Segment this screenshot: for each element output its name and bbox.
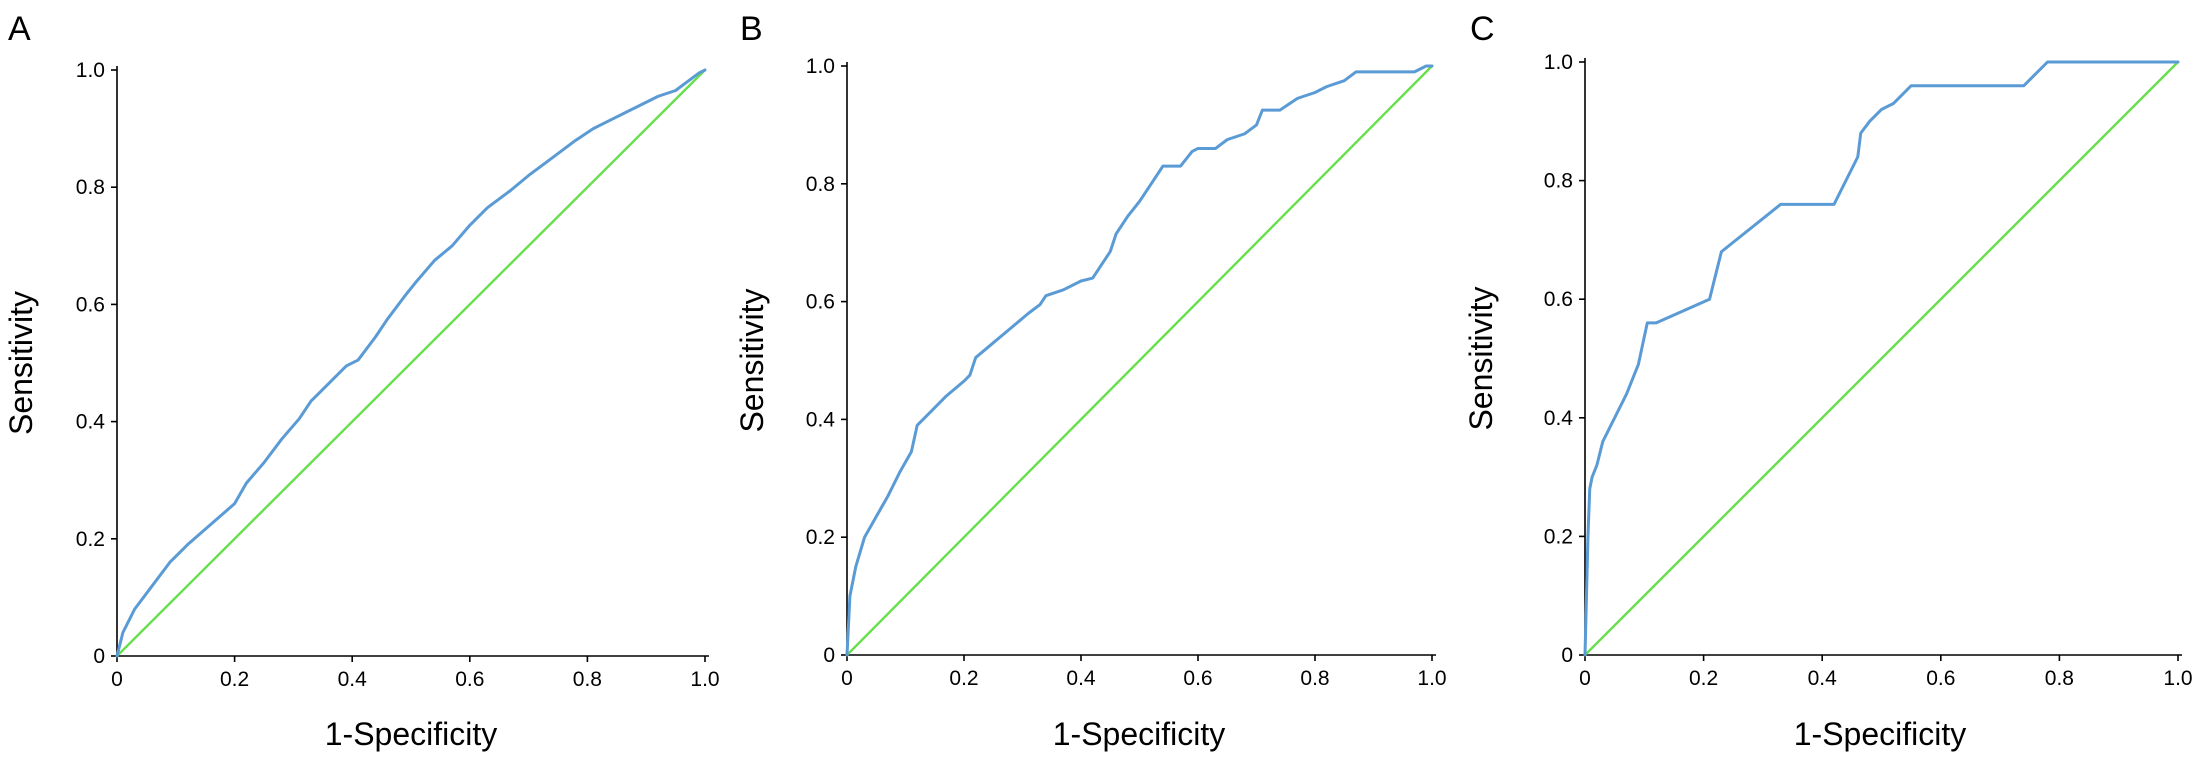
y-tick-label: 0.8 xyxy=(76,176,105,199)
y-tick-label: 0.8 xyxy=(1544,170,1573,193)
panel-label: A xyxy=(8,10,31,48)
x-tick-label: 0 xyxy=(111,668,123,691)
x-tick-label: 0.4 xyxy=(338,668,368,691)
roc-curve-line xyxy=(845,64,1434,657)
x-tick-label: 0.6 xyxy=(1183,667,1212,690)
roc-curve-line xyxy=(1583,60,2180,657)
x-tick-label: 0.8 xyxy=(573,668,602,691)
x-axis-title: 1-Specificity xyxy=(325,716,498,752)
y-tick-label: 1.0 xyxy=(76,59,105,82)
roc-panel-a: A 0 0.2 0.4 0.6 0.8 1.0 0 0.2 0.4 0.6 0.8 1.0 1-Speci… xyxy=(3,10,720,752)
y-tick-label: 0 xyxy=(1561,644,1573,667)
y-tick-label: 0.4 xyxy=(806,408,836,431)
x-axis-title: 1-Specificity xyxy=(1794,716,1967,752)
x-tick-label: 0.4 xyxy=(1066,667,1096,690)
x-tick-label: 1.0 xyxy=(1417,667,1446,690)
y-tick-label: 0 xyxy=(823,644,835,667)
y-tick-label: 0.2 xyxy=(806,526,835,549)
x-tick-label: 0.4 xyxy=(1808,667,1838,690)
y-tick-label: 0.6 xyxy=(1544,288,1573,311)
roc-panel-c: C 0 0.2 0.4 0.6 0.8 1.0 0 0.2 0.4 0.6 0.8 1.0 1-Speci… xyxy=(1463,10,2193,752)
y-axis-title: Sensitivity xyxy=(3,291,39,435)
x-tick-label: 0.2 xyxy=(1689,667,1718,690)
y-tick-label: 0.2 xyxy=(1544,525,1573,548)
x-tick-label: 0.2 xyxy=(949,667,978,690)
x-tick-label: 0.8 xyxy=(1300,667,1329,690)
x-tick-label: 0 xyxy=(1579,667,1591,690)
y-tick-label: 0.4 xyxy=(76,411,106,434)
y-tick-label: 1.0 xyxy=(806,55,835,78)
x-tick-label: 0.2 xyxy=(220,668,249,691)
reference-diagonal-line xyxy=(115,68,707,658)
y-axis-title: Sensitivity xyxy=(734,288,770,432)
roc-panel-b: B 0 0.2 0.4 0.6 0.8 1.0 0 0.2 0.4 0.6 0.8 1.0 1-Speci… xyxy=(734,10,1447,752)
x-tick-label: 0.8 xyxy=(2045,667,2074,690)
x-tick-label: 1.0 xyxy=(690,668,719,691)
x-tick-label: 1.0 xyxy=(2163,667,2192,690)
y-tick-label: 0.6 xyxy=(76,293,105,316)
panel-label: B xyxy=(740,10,763,48)
y-tick-label: 0.4 xyxy=(1544,407,1574,430)
y-tick-label: 0 xyxy=(93,645,105,668)
reference-diagonal-line xyxy=(1583,60,2180,657)
roc-curve-line xyxy=(115,68,707,658)
x-axis-title: 1-Specificity xyxy=(1053,716,1226,752)
y-tick-label: 1.0 xyxy=(1544,51,1573,74)
x-tick-label: 0 xyxy=(841,667,853,690)
y-tick-label: 0.2 xyxy=(76,528,105,551)
panel-label: C xyxy=(1470,10,1495,48)
y-tick-label: 0.6 xyxy=(806,291,835,314)
reference-diagonal-line xyxy=(845,64,1434,657)
x-tick-label: 0.6 xyxy=(455,668,484,691)
y-axis-title: Sensitivity xyxy=(1463,286,1499,430)
y-tick-label: 0.8 xyxy=(806,173,835,196)
x-tick-label: 0.6 xyxy=(1926,667,1955,690)
